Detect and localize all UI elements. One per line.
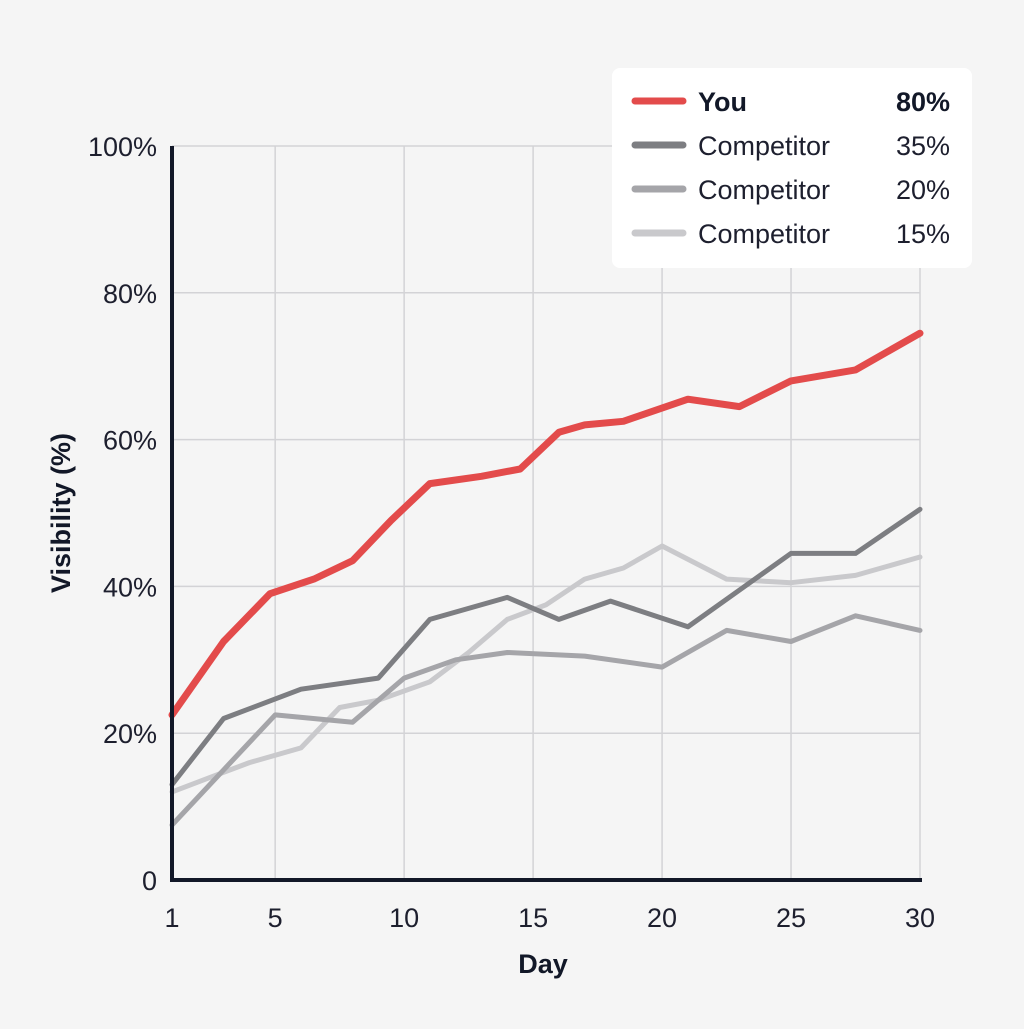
x-tick-label: 20 [647,903,677,933]
grid [172,145,921,880]
y-tick-label: 20% [103,719,157,749]
legend-box [612,68,972,268]
axes [170,146,922,882]
series-line-1 [169,506,923,788]
y-tick-label: 80% [103,279,157,309]
series-line-0 [168,329,924,719]
y-axis-title: Visibility (%) [46,433,76,593]
legend-series-name: Competitor [698,175,830,205]
legend: You 80% Competitor 35% Competitor 20% Competit… [612,68,972,268]
legend-series-name: Competitor [698,131,830,161]
x-tick-label: 1 [164,903,179,933]
legend-series-value: 15% [896,219,950,249]
y-tick-label: 0 [142,866,157,896]
x-tick-label: 5 [268,903,283,933]
x-tick-label: 10 [389,903,419,933]
y-tick-label: 100% [88,132,157,162]
legend-series-name: You [698,87,747,117]
x-axis-title: Day [518,949,568,979]
legend-series-value: 80% [896,87,950,117]
legend-series-value: 35% [896,131,950,161]
legend-series-value: 20% [896,175,950,205]
x-tick-label: 30 [905,903,935,933]
legend-series-name: Competitor [698,219,830,249]
series-line-2 [169,613,923,828]
y-tick-label: 40% [103,572,157,602]
series-line-3 [169,543,923,795]
series-lines [168,329,924,828]
x-tick-label: 15 [518,903,548,933]
y-tick-label: 60% [103,426,157,456]
x-tick-label: 25 [776,903,806,933]
